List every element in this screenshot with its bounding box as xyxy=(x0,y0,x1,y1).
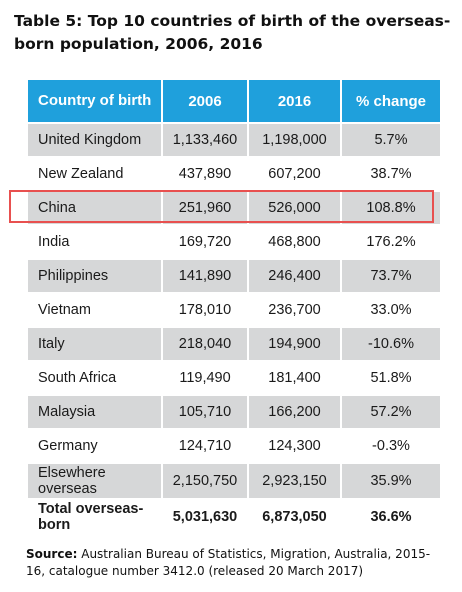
cell-percent-change: -10.6% xyxy=(341,326,440,361)
cell-percent-change: 5.7% xyxy=(341,122,440,157)
cell-percent-change: 57.2% xyxy=(341,394,440,429)
header-2006: 2006 xyxy=(162,80,249,123)
cell-value-2016: 181,400 xyxy=(248,360,342,395)
cell-value-2006: 119,490 xyxy=(162,360,249,395)
cell-value-2006: 2,150,750 xyxy=(162,462,249,499)
cell-percent-change: 36.6% xyxy=(341,498,440,534)
cell-country: India xyxy=(28,224,163,259)
cell-percent-change: 108.8% xyxy=(341,190,440,225)
cell-percent-change: 51.8% xyxy=(341,360,440,395)
cell-country: China xyxy=(28,190,163,225)
table-row: Elsewhere overseas 2,150,750 2,923,150 35.9… xyxy=(28,462,440,499)
table-row: China 251,960 526,000 108.8% xyxy=(28,190,440,225)
cell-country: Vietnam xyxy=(28,292,163,327)
cell-percent-change: 35.9% xyxy=(341,462,440,499)
cell-value-2016: 607,200 xyxy=(248,156,342,191)
cell-percent-change: 38.7% xyxy=(341,156,440,191)
header-2016: 2016 xyxy=(248,80,342,123)
cell-value-2006: 141,890 xyxy=(162,258,249,293)
table-row: United Kingdom 1,133,460 1,198,000 5.7% xyxy=(28,122,440,157)
cell-value-2016: 2,923,150 xyxy=(248,462,342,499)
table-row: Germany 124,710 124,300 -0.3% xyxy=(28,428,440,463)
cell-value-2006: 178,010 xyxy=(162,292,249,327)
cell-country: Elsewhere overseas xyxy=(28,462,163,499)
cell-percent-change: -0.3% xyxy=(341,428,440,463)
china-highlight-box xyxy=(9,190,434,223)
cell-percent-change: 73.7% xyxy=(341,258,440,293)
table-row: Philippines 141,890 246,400 73.7% xyxy=(28,258,440,293)
table-header-row: Country of birth 2006 2016 % change xyxy=(28,80,440,123)
cell-country: Philippines xyxy=(28,258,163,293)
cell-country: Italy xyxy=(28,326,163,361)
table-row: India 169,720 468,800 176.2% xyxy=(28,224,440,259)
header-change: % change xyxy=(341,80,440,123)
cell-country: Total overseas-born xyxy=(28,498,163,534)
table-row: Italy 218,040 194,900 -10.6% xyxy=(28,326,440,361)
cell-country: Malaysia xyxy=(28,394,163,429)
cell-country: New Zealand xyxy=(28,156,163,191)
cell-value-2006: 124,710 xyxy=(162,428,249,463)
cell-value-2016: 1,198,000 xyxy=(248,122,342,157)
cell-value-2016: 468,800 xyxy=(248,224,342,259)
cell-value-2016: 124,300 xyxy=(248,428,342,463)
cell-country: Germany xyxy=(28,428,163,463)
cell-country: United Kingdom xyxy=(28,122,163,157)
cell-percent-change: 33.0% xyxy=(341,292,440,327)
header-country: Country of birth xyxy=(28,80,163,123)
table-row: Malaysia 105,710 166,200 57.2% xyxy=(28,394,440,429)
source-note: Source: Australian Bureau of Statistics,… xyxy=(26,546,446,580)
countries-table: Country of birth 2006 2016 % change Unit… xyxy=(28,80,440,534)
cell-value-2016: 194,900 xyxy=(248,326,342,361)
source-label: Source: xyxy=(26,547,78,561)
cell-value-2006: 169,720 xyxy=(162,224,249,259)
source-text: Australian Bureau of Statistics, Migrati… xyxy=(26,547,431,578)
cell-value-2016: 246,400 xyxy=(248,258,342,293)
cell-value-2016: 166,200 xyxy=(248,394,342,429)
table-row: Vietnam 178,010 236,700 33.0% xyxy=(28,292,440,327)
cell-value-2006: 105,710 xyxy=(162,394,249,429)
cell-value-2016: 6,873,050 xyxy=(248,498,342,534)
cell-value-2006: 251,960 xyxy=(162,190,249,225)
table-title: Table 5: Top 10 countries of birth of th… xyxy=(14,12,451,53)
cell-value-2006: 218,040 xyxy=(162,326,249,361)
cell-value-2016: 236,700 xyxy=(248,292,342,327)
table-row: South Africa 119,490 181,400 51.8% xyxy=(28,360,440,395)
cell-value-2006: 1,133,460 xyxy=(162,122,249,157)
cell-value-2006: 437,890 xyxy=(162,156,249,191)
cell-country: South Africa xyxy=(28,360,163,395)
table-row: New Zealand 437,890 607,200 38.7% xyxy=(28,156,440,191)
cell-percent-change: 176.2% xyxy=(341,224,440,259)
cell-value-2016: 526,000 xyxy=(248,190,342,225)
cell-value-2006: 5,031,630 xyxy=(162,498,249,534)
table-total-row: Total overseas-born 5,031,630 6,873,050 36.… xyxy=(28,498,440,534)
